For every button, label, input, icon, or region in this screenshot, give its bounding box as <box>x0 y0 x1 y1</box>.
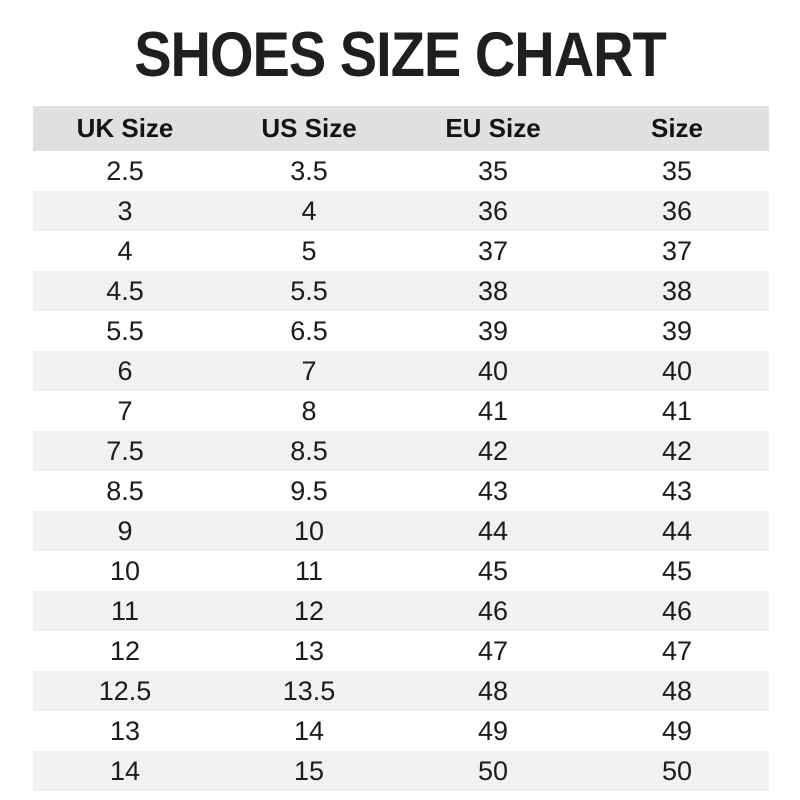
table-cell: 35 <box>477 155 509 186</box>
table-cell: 14 <box>109 755 141 786</box>
table-cell: 10 <box>293 515 325 546</box>
table-cell: 43 <box>477 475 509 506</box>
table-cell: 12 <box>109 635 141 666</box>
table-cell: 43 <box>661 475 693 506</box>
table-row: 11 12 46 46 <box>33 591 769 631</box>
table-header-cell: Size <box>585 106 769 151</box>
table-cell: 12.5 <box>98 675 152 706</box>
table-cell: 41 <box>477 395 509 426</box>
table-cell: 13 <box>109 715 141 746</box>
table-cell: 11 <box>110 595 140 626</box>
table-cell: 4 <box>301 195 317 226</box>
table-cell: 3.5 <box>290 155 328 186</box>
table-cell: 46 <box>477 595 509 626</box>
table-cell: 5.5 <box>106 315 144 346</box>
table-row: 6 7 40 40 <box>33 351 769 391</box>
table-cell: 14 <box>293 715 325 746</box>
table-cell: 5.5 <box>290 275 328 306</box>
table-cell: 15 <box>293 755 325 786</box>
table-cell: 45 <box>661 555 693 586</box>
table-cell: 45 <box>477 555 509 586</box>
table-cell: 4 <box>117 235 133 266</box>
table-cell: 13.5 <box>282 675 336 706</box>
table-cell: 9 <box>117 515 133 546</box>
table-cell: 13 <box>293 635 325 666</box>
table-cell: 9.5 <box>290 475 328 506</box>
table-row: 4.5 5.5 38 38 <box>33 271 769 311</box>
table-row: 8.5 9.5 43 43 <box>33 471 769 511</box>
table-head: UK Size US Size EU Size Size <box>33 106 769 151</box>
table-cell: 12 <box>293 595 325 626</box>
table-cell: 4.5 <box>106 275 144 306</box>
table-cell: 50 <box>477 755 509 786</box>
table-cell: 10 <box>109 555 141 586</box>
table-cell: 44 <box>477 515 509 546</box>
table-cell: 7 <box>117 395 133 426</box>
table-cell: 41 <box>661 395 693 426</box>
table-header-cell: US Size <box>217 106 401 151</box>
table-header-row: UK Size US Size EU Size Size <box>33 106 769 151</box>
table-cell: 39 <box>661 315 693 346</box>
size-chart-table: UK Size US Size EU Size Size 2.5 3.5 35 35 3 4 36… <box>33 106 769 791</box>
table-cell: 46 <box>661 595 693 626</box>
table-cell: 50 <box>661 755 693 786</box>
table-cell: 35 <box>661 155 693 186</box>
table-cell: 48 <box>477 675 509 706</box>
table-cell: 49 <box>661 715 693 746</box>
table-cell: 7 <box>301 355 317 386</box>
table-row: 4 5 37 37 <box>33 231 769 271</box>
table-cell: 37 <box>661 235 693 266</box>
page-title: SHOES SIZE CHART <box>134 19 667 90</box>
table-row: 3 4 36 36 <box>33 191 769 231</box>
table-cell: 8.5 <box>290 435 328 466</box>
table-cell: 2.5 <box>106 155 144 186</box>
table-cell: 37 <box>477 235 509 266</box>
table-header-cell: EU Size <box>401 106 585 151</box>
table-row: 7.5 8.5 42 42 <box>33 431 769 471</box>
table-cell: 42 <box>477 435 509 466</box>
table-cell: 44 <box>661 515 693 546</box>
table-row: 12 13 47 47 <box>33 631 769 671</box>
table-cell: 5 <box>301 235 317 266</box>
table-cell: 11 <box>294 555 324 586</box>
table-row: 12.5 13.5 48 48 <box>33 671 769 711</box>
table-row: 2.5 3.5 35 35 <box>33 151 769 191</box>
table-cell: 38 <box>661 275 693 306</box>
table-cell: 6.5 <box>290 315 328 346</box>
table-row: 13 14 49 49 <box>33 711 769 751</box>
table-cell: 40 <box>661 355 693 386</box>
table-cell: 42 <box>661 435 693 466</box>
table-row: 5.5 6.5 39 39 <box>33 311 769 351</box>
table-cell: 6 <box>117 355 133 386</box>
table-cell: 49 <box>477 715 509 746</box>
table-cell: 3 <box>117 195 133 226</box>
table-cell: 39 <box>477 315 509 346</box>
table-row: 7 8 41 41 <box>33 391 769 431</box>
table-cell: 8.5 <box>106 475 144 506</box>
table-row: 14 15 50 50 <box>33 751 769 791</box>
table-cell: 47 <box>477 635 509 666</box>
table-cell: 47 <box>661 635 693 666</box>
table-row: 10 11 45 45 <box>33 551 769 591</box>
table-cell: 7.5 <box>106 435 144 466</box>
table-cell: 36 <box>477 195 509 226</box>
table-cell: 48 <box>661 675 693 706</box>
table-body: 2.5 3.5 35 35 3 4 36 36 4 5 37 37 4.5 5.5 38 38 5.5 6.5 39… <box>33 151 769 791</box>
table-cell: 40 <box>477 355 509 386</box>
table-cell: 38 <box>477 275 509 306</box>
table-cell: 36 <box>661 195 693 226</box>
table-row: 9 10 44 44 <box>33 511 769 551</box>
table-header-cell: UK Size <box>33 106 217 151</box>
table-cell: 8 <box>301 395 317 426</box>
